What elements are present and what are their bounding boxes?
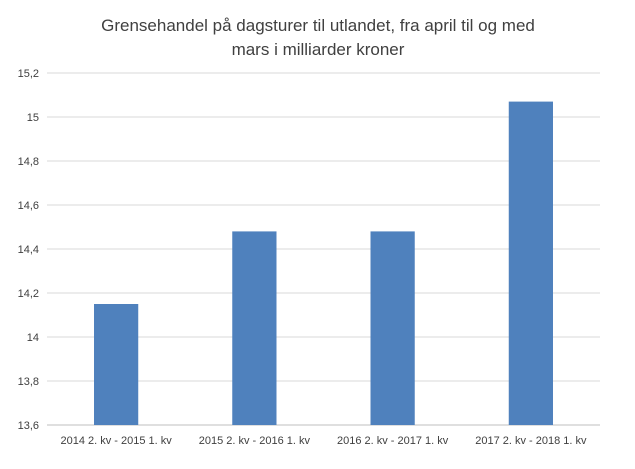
- bar: [94, 304, 139, 425]
- chart-title-line-1: Grensehandel på dagsturer til utlandet, …: [101, 16, 535, 35]
- bar: [232, 231, 277, 425]
- x-axis: 2014 2. kv - 2015 1. kv 2015 2. kv - 2016…: [60, 435, 587, 447]
- x-tick-label: 2014 2. kv - 2015 1. kv: [60, 435, 172, 447]
- y-tick-label: 13,8: [18, 376, 39, 388]
- bar: [370, 231, 415, 425]
- chart-title-line-2: mars i milliarder kroner: [232, 40, 405, 59]
- y-tick-label: 14,6: [18, 200, 39, 212]
- y-tick-label: 14,2: [18, 288, 39, 300]
- y-tick-label: 13,6: [18, 420, 39, 432]
- y-axis: 13,6 13,8 14 14,2 14,4 14,6 14,8 15 15,2: [18, 68, 39, 432]
- y-tick-label: 14: [27, 332, 39, 344]
- x-tick-label: 2016 2. kv - 2017 1. kv: [337, 435, 449, 447]
- bar: [508, 101, 553, 425]
- y-tick-label: 15: [27, 112, 39, 124]
- grid: [47, 72, 600, 426]
- y-tick-label: 15,2: [18, 68, 39, 80]
- x-tick-label: 2015 2. kv - 2016 1. kv: [199, 435, 311, 447]
- y-tick-label: 14,8: [18, 156, 39, 168]
- bars: [94, 101, 553, 425]
- y-tick-label: 14,4: [18, 244, 39, 256]
- x-tick-label: 2017 2. kv - 2018 1. kv: [475, 435, 587, 447]
